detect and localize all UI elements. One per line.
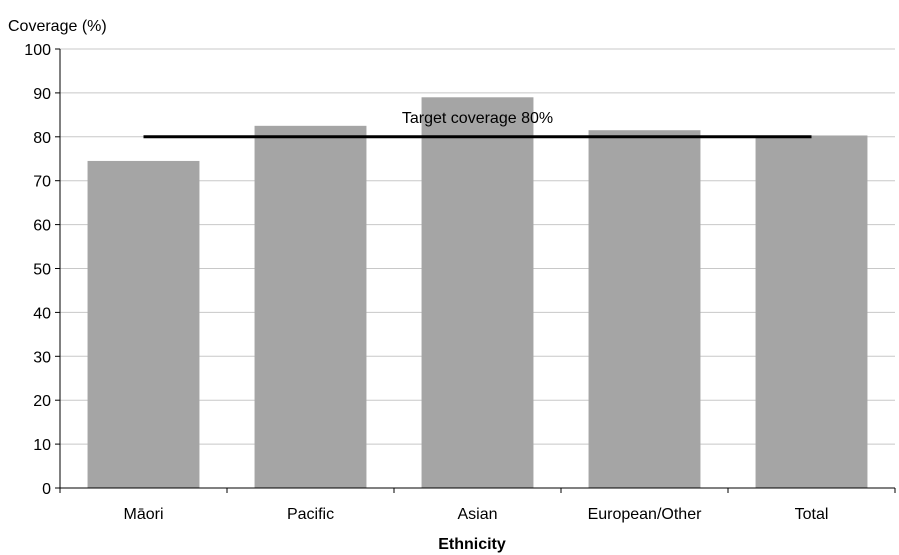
y-tick-label: 20 [33,393,51,410]
y-tick-label: 40 [33,305,51,322]
x-tick-label: European/Other [588,506,703,523]
bars [87,97,868,488]
bar [87,160,200,488]
y-tick-label: 70 [33,174,51,191]
x-tick-label: Pacific [287,506,334,523]
bar [421,97,534,488]
bar [588,130,701,488]
bar [254,125,367,488]
y-tick-label: 60 [33,218,51,235]
y-tick-label: 50 [33,262,51,279]
y-axis-title: Coverage (%) [8,18,107,35]
y-tick-label: 0 [42,481,51,498]
bar [755,135,868,488]
y-tick-label: 80 [33,130,51,147]
x-axis-ticks: Māori Pacific Asian European/Other Total [59,488,896,523]
x-axis-title: Ethnicity [438,536,506,553]
y-axis-ticks: 0 10 20 30 40 50 60 70 80 90 100 [24,42,60,498]
y-tick-label: 30 [33,349,51,366]
x-tick-label: Asian [457,506,497,523]
target-label: Target coverage 80% [402,110,553,127]
x-tick-label: Māori [123,506,163,523]
x-tick-label: Total [795,506,829,523]
y-tick-label: 100 [24,42,51,59]
y-tick-label: 10 [33,437,51,454]
y-tick-label: 90 [33,86,51,103]
